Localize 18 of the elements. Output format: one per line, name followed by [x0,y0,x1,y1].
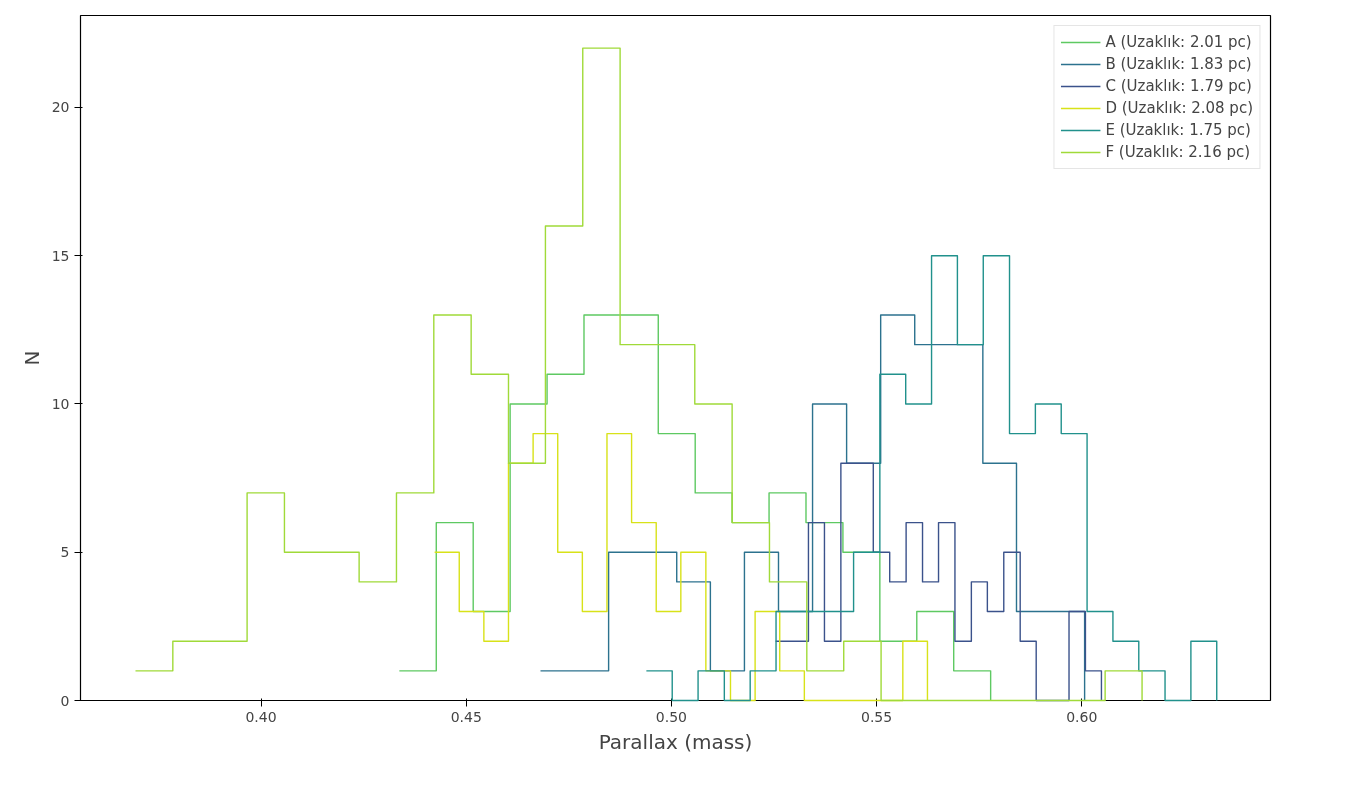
legend-label: D (Uzaklık: 2.08 pc) [1105,99,1253,117]
x-tick-label: 0.50 [655,708,687,725]
y-tick-label: 15 [51,247,70,264]
x-tick-label: 0.45 [450,708,482,725]
x-tick-label: 0.60 [1066,708,1098,725]
x-axis-title: Parallax (mass) [598,729,753,754]
y-tick-label: 0 [60,692,70,709]
x-tick-label: 0.40 [245,708,277,725]
legend-label: B (Uzaklık: 1.83 pc) [1105,55,1252,73]
legend-label: F (Uzaklık: 2.16 pc) [1105,143,1251,161]
y-axis-title: N [19,350,44,366]
y-tick-label: 5 [60,544,70,561]
legend-label: A (Uzaklık: 2.01 pc) [1105,33,1252,51]
y-tick-label: 10 [51,395,70,412]
x-tick-label: 0.55 [860,708,893,725]
legend-label: E (Uzaklık: 1.75 pc) [1105,121,1251,139]
legend-label: C (Uzaklık: 1.79 pc) [1105,77,1252,95]
y-tick-label: 20 [51,99,70,116]
